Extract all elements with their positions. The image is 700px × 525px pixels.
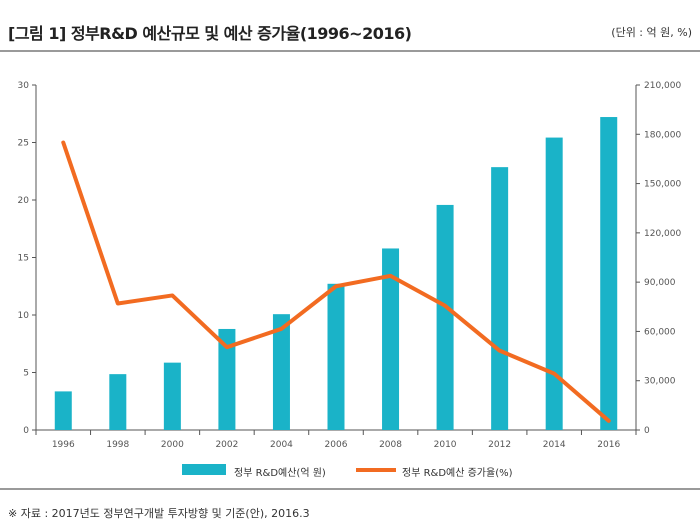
- bar: [327, 283, 345, 430]
- legend-bar-label: 정부 R&D예산(억 원): [234, 468, 326, 479]
- x-tick-label: 1998: [106, 440, 129, 450]
- x-tick-label: 2008: [379, 440, 402, 450]
- unit-label: (단위 : 억 원, %): [611, 26, 692, 39]
- right-tick-label: 210,000: [644, 81, 681, 91]
- source-note: ※ 자료 : 2017년도 정부연구개발 투자방향 및 기준(안), 2016.…: [8, 507, 310, 520]
- bar: [491, 167, 509, 430]
- left-tick-label: 20: [18, 196, 30, 206]
- legend-line-label: 정부 R&D예산 증가율(%): [402, 468, 513, 479]
- x-tick-label: 2014: [543, 440, 566, 450]
- bar: [54, 391, 72, 430]
- legend-line-swatch: [356, 468, 396, 472]
- x-tick-label: 2010: [434, 440, 457, 450]
- bar: [600, 117, 618, 431]
- right-tick-label: 90,000: [644, 278, 676, 288]
- x-tick-label: 2016: [597, 440, 620, 450]
- bar: [109, 374, 127, 430]
- left-tick-label: 25: [18, 139, 29, 149]
- left-tick-label: 5: [23, 369, 29, 379]
- line-series: [61, 140, 611, 423]
- right-tick-label: 180,000: [644, 130, 681, 140]
- bar: [272, 314, 290, 430]
- right-tick-label: 30,000: [644, 377, 676, 387]
- right-tick-label: 60,000: [644, 327, 676, 337]
- chart-area: 0 5 10 15 20 25 30 0 30,000 60,000 90,000 120,000 15…: [18, 81, 682, 450]
- left-tick-label: 0: [23, 426, 29, 436]
- x-tick-label: 2002: [215, 440, 238, 450]
- x-tick-label: 1996: [52, 440, 75, 450]
- x-tick-label: 2000: [161, 440, 184, 450]
- right-tick-label: 120,000: [644, 229, 681, 239]
- top-rule: [0, 50, 700, 52]
- chart-title: [그림 1] 정부R&D 예산규모 및 예산 증가율(1996~2016): [8, 24, 412, 43]
- left-tick-label: 30: [18, 81, 30, 91]
- x-tick-label: 2012: [488, 440, 511, 450]
- right-tick-label: 150,000: [644, 180, 681, 190]
- bar: [436, 204, 454, 430]
- bar-series: [54, 117, 618, 431]
- x-tick-label: 2004: [270, 440, 293, 450]
- x-tick-label: 2006: [325, 440, 348, 450]
- bar: [545, 137, 563, 431]
- tick-labels: 0 5 10 15 20 25 30 0 30,000 60,000 90,000 120,000 15…: [18, 81, 682, 450]
- legend-bar-swatch: [182, 464, 226, 475]
- right-tick-label: 0: [644, 426, 650, 436]
- bar: [163, 362, 181, 430]
- legend: 정부 R&D예산(억 원) 정부 R&D예산 증가율(%): [0, 462, 700, 479]
- bar: [218, 328, 236, 430]
- bottom-rule: [0, 488, 700, 490]
- left-tick-label: 10: [18, 311, 30, 321]
- bar: [382, 248, 400, 430]
- left-tick-label: 15: [18, 254, 29, 264]
